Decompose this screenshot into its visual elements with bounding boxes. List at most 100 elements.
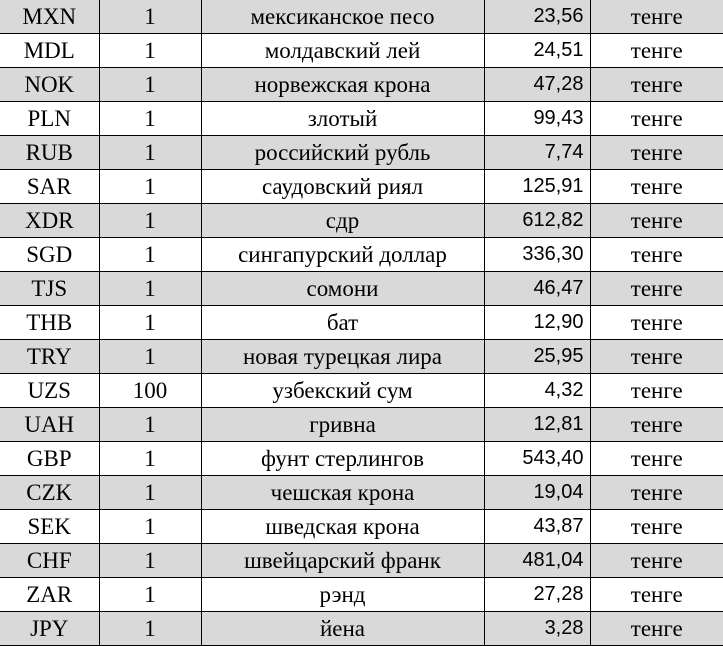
table-row: MDL 1 молдавский лей 24,51 тенге xyxy=(0,33,723,68)
unit-cell: тенге xyxy=(589,441,723,476)
currency-name-cell: новая турецкая лира xyxy=(200,339,485,374)
nominal-cell: 1 xyxy=(98,611,202,646)
currency-code-cell: SGD xyxy=(0,237,100,272)
exchange-rate-cell: 24,51 xyxy=(483,33,591,68)
currency-name-cell: норвежская крона xyxy=(200,67,485,102)
table-row: TJS 1 сомони 46,47 тенге xyxy=(0,271,723,306)
nominal-cell: 100 xyxy=(98,373,202,408)
currency-code-cell: MDL xyxy=(0,33,100,68)
exchange-rate-cell: 47,28 xyxy=(483,67,591,102)
table-row: TRY 1 новая турецкая лира 25,95 тенге xyxy=(0,339,723,374)
exchange-rate-cell: 3,28 xyxy=(483,611,591,646)
currency-name-cell: сомони xyxy=(200,271,485,306)
unit-cell: тенге xyxy=(589,271,723,306)
unit-cell: тенге xyxy=(589,101,723,136)
table-row: CZK 1 чешская крона 19,04 тенге xyxy=(0,475,723,510)
currency-name-cell: сдр xyxy=(200,203,485,238)
exchange-rate-cell: 19,04 xyxy=(483,475,591,510)
unit-cell: тенге xyxy=(589,475,723,510)
unit-cell: тенге xyxy=(589,237,723,272)
table-row: UAH 1 гривна 12,81 тенге xyxy=(0,407,723,442)
currency-code-cell: UZS xyxy=(0,373,100,408)
unit-cell: тенге xyxy=(589,33,723,68)
unit-cell: тенге xyxy=(589,339,723,374)
nominal-cell: 1 xyxy=(98,169,202,204)
unit-cell: тенге xyxy=(589,0,723,34)
nominal-cell: 1 xyxy=(98,441,202,476)
nominal-cell: 1 xyxy=(98,475,202,510)
unit-cell: тенге xyxy=(589,305,723,340)
unit-cell: тенге xyxy=(589,611,723,646)
unit-cell: тенге xyxy=(589,373,723,408)
exchange-rate-cell: 12,90 xyxy=(483,305,591,340)
table-row: JPY 1 йена 3,28 тенге xyxy=(0,611,723,646)
nominal-cell: 1 xyxy=(98,271,202,306)
currency-code-cell: XDR xyxy=(0,203,100,238)
nominal-cell: 1 xyxy=(98,339,202,374)
exchange-rate-cell: 7,74 xyxy=(483,135,591,170)
table-row: UZS 100 узбекский сум 4,32 тенге xyxy=(0,373,723,408)
currency-code-cell: TJS xyxy=(0,271,100,306)
nominal-cell: 1 xyxy=(98,407,202,442)
nominal-cell: 1 xyxy=(98,509,202,544)
currency-name-cell: чешская крона xyxy=(200,475,485,510)
table-row: RUB 1 российский рубль 7,74 тенге xyxy=(0,135,723,170)
currency-code-cell: GBP xyxy=(0,441,100,476)
nominal-cell: 1 xyxy=(98,305,202,340)
currency-code-cell: SEK xyxy=(0,509,100,544)
currency-name-cell: молдавский лей xyxy=(200,33,485,68)
unit-cell: тенге xyxy=(589,67,723,102)
exchange-rate-cell: 12,81 xyxy=(483,407,591,442)
unit-cell: тенге xyxy=(589,543,723,578)
unit-cell: тенге xyxy=(589,169,723,204)
table-row: GBP 1 фунт стерлингов 543,40 тенге xyxy=(0,441,723,476)
currency-name-cell: швейцарский франк xyxy=(200,543,485,578)
currency-code-cell: RUB xyxy=(0,135,100,170)
currency-name-cell: злотый xyxy=(200,101,485,136)
table-row: MXN 1 мексиканское песо 23,56 тенге xyxy=(0,0,723,34)
exchange-rate-cell: 125,91 xyxy=(483,169,591,204)
nominal-cell: 1 xyxy=(98,237,202,272)
currency-code-cell: CZK xyxy=(0,475,100,510)
unit-cell: тенге xyxy=(589,509,723,544)
currency-name-cell: фунт стерлингов xyxy=(200,441,485,476)
currency-name-cell: российский рубль xyxy=(200,135,485,170)
currency-code-cell: PLN xyxy=(0,101,100,136)
exchange-rate-cell: 612,82 xyxy=(483,203,591,238)
nominal-cell: 1 xyxy=(98,135,202,170)
table-row: ZAR 1 рэнд 27,28 тенге xyxy=(0,577,723,612)
currency-code-cell: JPY xyxy=(0,611,100,646)
currency-code-cell: SAR xyxy=(0,169,100,204)
exchange-rate-cell: 336,30 xyxy=(483,237,591,272)
table-row: NOK 1 норвежская крона 47,28 тенге xyxy=(0,67,723,102)
exchange-rate-cell: 23,56 xyxy=(483,0,591,34)
exchange-rate-cell: 43,87 xyxy=(483,509,591,544)
table-row: PLN 1 злотый 99,43 тенге xyxy=(0,101,723,136)
currency-name-cell: сингапурский доллар xyxy=(200,237,485,272)
exchange-rate-cell: 99,43 xyxy=(483,101,591,136)
currency-code-cell: NOK xyxy=(0,67,100,102)
table-row: THB 1 бат 12,90 тенге xyxy=(0,305,723,340)
currency-name-cell: шведская крона xyxy=(200,509,485,544)
table-row: SAR 1 саудовский риял 125,91 тенге xyxy=(0,169,723,204)
table-row: SGD 1 сингапурский доллар 336,30 тенге xyxy=(0,237,723,272)
nominal-cell: 1 xyxy=(98,543,202,578)
currency-code-cell: TRY xyxy=(0,339,100,374)
nominal-cell: 1 xyxy=(98,203,202,238)
currency-code-cell: ZAR xyxy=(0,577,100,612)
nominal-cell: 1 xyxy=(98,67,202,102)
exchange-rate-cell: 4,32 xyxy=(483,373,591,408)
exchange-rate-cell: 27,28 xyxy=(483,577,591,612)
exchange-rate-cell: 481,04 xyxy=(483,543,591,578)
currency-name-cell: саудовский риял xyxy=(200,169,485,204)
nominal-cell: 1 xyxy=(98,101,202,136)
exchange-rate-cell: 25,95 xyxy=(483,339,591,374)
currency-name-cell: бат xyxy=(200,305,485,340)
unit-cell: тенге xyxy=(589,407,723,442)
currency-name-cell: йена xyxy=(200,611,485,646)
unit-cell: тенге xyxy=(589,577,723,612)
currency-code-cell: UAH xyxy=(0,407,100,442)
currency-name-cell: мексиканское песо xyxy=(200,0,485,34)
unit-cell: тенге xyxy=(589,203,723,238)
